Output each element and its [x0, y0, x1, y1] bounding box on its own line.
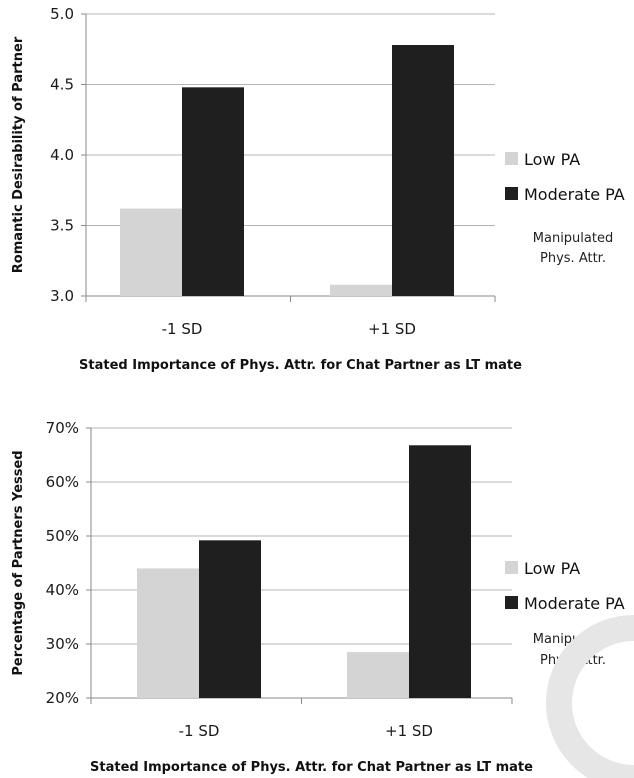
chart-2: 20% 30% 40% 50% 60% 70% -1 SD +1 SD Stated Impor… — [11, 419, 625, 775]
bar-moderate-pa — [392, 45, 454, 296]
x-axis-title: Stated Importance of Phys. Attr. for Cha… — [79, 358, 522, 373]
bar-low-pa — [330, 284, 392, 296]
legend-swatch — [505, 152, 518, 165]
x-axis-title: Stated Importance of Phys. Attr. for Cha… — [90, 760, 533, 775]
legend-label: Moderate PA — [524, 185, 625, 204]
legend-title: Manipulated — [533, 231, 613, 246]
y-tick-label: 50% — [46, 527, 79, 545]
bar-moderate-pa — [409, 445, 471, 698]
y-axis-title: Romantic Desirability of Partner — [11, 36, 26, 273]
bar-moderate-pa — [182, 87, 244, 296]
x-tick-label: +1 SD — [385, 722, 433, 740]
x-tick-label: -1 SD — [179, 722, 220, 740]
x-tick-label: -1 SD — [162, 320, 203, 338]
watermark-arc — [546, 615, 634, 778]
y-tick-label: 5.0 — [50, 5, 74, 23]
y-axis-title: Percentage of Partners Yessed — [11, 450, 26, 675]
y-tick-label: 3.0 — [50, 287, 74, 305]
bar-low-pa — [347, 652, 409, 698]
legend-label: Low PA — [524, 150, 580, 169]
bar-moderate-pa — [199, 540, 261, 698]
y-tick-label: 70% — [46, 419, 79, 437]
legend-swatch — [505, 561, 518, 574]
x-tick-label: +1 SD — [368, 320, 416, 338]
bar-low-pa — [137, 568, 199, 698]
y-tick-label: 60% — [46, 473, 79, 491]
y-tick-label: 30% — [46, 635, 79, 653]
legend-label: Moderate PA — [524, 594, 625, 613]
y-tick-label: 20% — [46, 689, 79, 707]
legend-label: Low PA — [524, 559, 580, 578]
legend-title: Phys. Attr. — [540, 251, 606, 266]
bar-low-pa — [120, 208, 182, 296]
y-tick-label: 4.5 — [50, 76, 74, 94]
y-tick-label: 4.0 — [50, 146, 74, 164]
chart-1: 3.0 3.5 4.0 4.5 5.0 -1 SD +1 SD Stated Importan… — [11, 5, 625, 373]
legend-swatch — [505, 187, 518, 200]
y-tick-label: 3.5 — [50, 217, 74, 235]
y-tick-label: 40% — [46, 581, 79, 599]
legend-swatch — [505, 596, 518, 609]
